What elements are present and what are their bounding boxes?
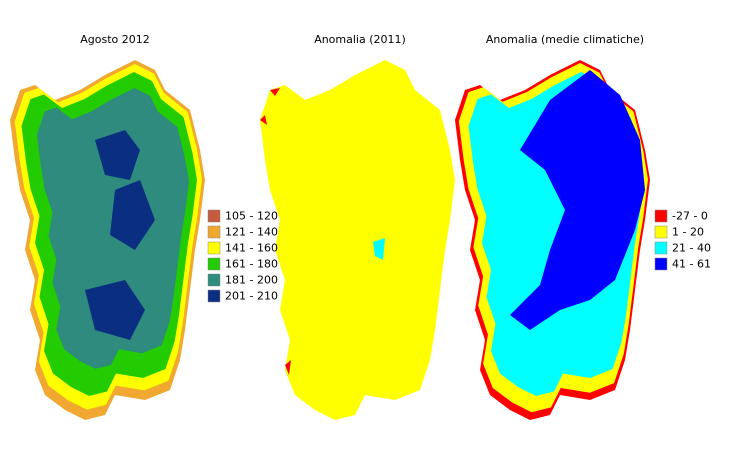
legend-swatch [654, 225, 668, 239]
panel-title: Anomalia (2011) [314, 33, 406, 46]
legend-swatch [654, 209, 668, 223]
legend-swatch [207, 273, 221, 287]
legend-label: 201 - 210 [225, 290, 278, 303]
legend-swatch [207, 209, 221, 223]
legend-swatch [207, 241, 221, 255]
legend-label: 141 - 160 [225, 242, 278, 255]
legend-label: 21 - 40 [672, 242, 711, 255]
map-anomaly-climate [455, 60, 650, 420]
panel-title: Anomalia (medie climatiche) [486, 33, 644, 46]
map-anomaly-2011 [260, 60, 455, 420]
legend-swatch [654, 257, 668, 271]
legend-swatch [207, 257, 221, 271]
map-august-2012 [10, 60, 205, 420]
legend-label: 161 - 180 [225, 258, 278, 271]
legend-label: 105 - 120 [225, 210, 278, 223]
legend-label: 1 - 20 [672, 226, 704, 239]
legend-label: 41 - 61 [672, 258, 711, 271]
legend-label: 121 - 140 [225, 226, 278, 239]
legend-label: 181 - 200 [225, 274, 278, 287]
legend-label: -27 - 0 [672, 210, 708, 223]
legend-swatch [207, 225, 221, 239]
panel-title: Agosto 2012 [80, 33, 150, 46]
legend-swatch [207, 289, 221, 303]
legend-swatch [654, 241, 668, 255]
legends: 105 - 120 121 - 140 141 - 160 161 - 180 181 … [207, 209, 711, 303]
